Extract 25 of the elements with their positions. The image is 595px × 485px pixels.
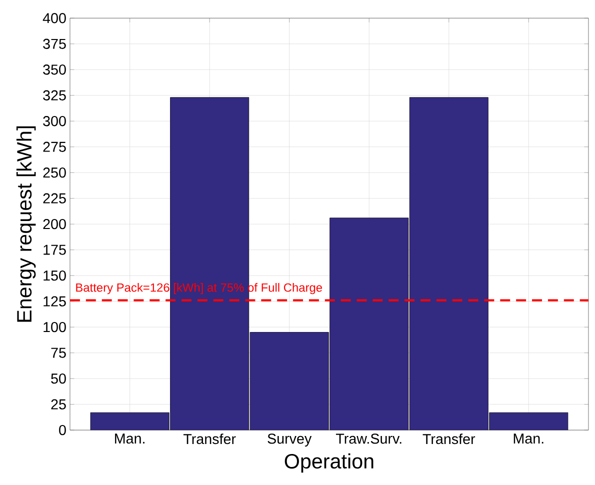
y-tick-label: 25: [51, 399, 66, 410]
y-tick-label: 350: [43, 64, 66, 75]
y-tick-label: 225: [43, 193, 66, 204]
y-tick-label: 400: [42, 13, 66, 24]
x-tick-label: Survey: [268, 434, 312, 447]
x-tick-label: Man.: [514, 434, 544, 444]
y-tick-label: 125: [44, 296, 66, 306]
x-tick-label: Transfer: [422, 434, 476, 444]
y-tick-label: 100: [44, 322, 66, 332]
y-tick-label: 250: [43, 168, 66, 178]
y-tick-label: 75: [51, 348, 66, 358]
x-axis-title: Operation: [284, 453, 374, 473]
y-tick-label: 325: [43, 90, 66, 100]
x-tick-label: Traw.Surv.: [336, 434, 402, 444]
y-tick-label: 50: [51, 374, 66, 384]
y-tick-label: 150: [44, 270, 66, 281]
y-tick-label: 200: [43, 219, 66, 230]
y-tick-label: 275: [43, 142, 66, 152]
x-tick-label: Transfer: [183, 434, 236, 444]
x-tick-label: Man.: [115, 434, 144, 444]
y-tick-label: 0: [59, 424, 66, 436]
y-tick-label: 175: [44, 244, 66, 255]
y-axis-title: Energy request [kWh]: [16, 126, 36, 322]
y-tick-label: 375: [43, 38, 66, 49]
y-tick-label: 300: [43, 116, 66, 126]
